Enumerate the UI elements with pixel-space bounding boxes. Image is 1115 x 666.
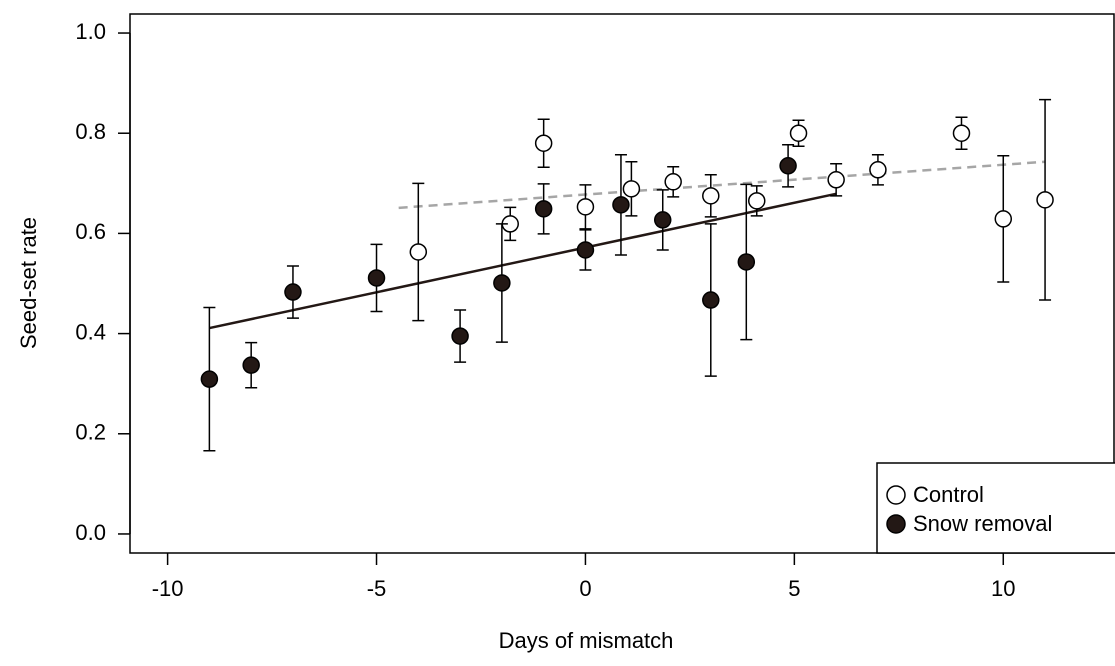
y-tick-label: 0.6 [75, 219, 106, 244]
legend-label: Control [913, 482, 984, 507]
point [612, 196, 630, 214]
point [534, 134, 553, 152]
x-tick-label: -5 [367, 576, 387, 601]
point [242, 356, 260, 374]
y-tick-label: 0.0 [75, 520, 106, 545]
fit-line [209, 192, 837, 330]
point [622, 180, 641, 198]
point [994, 210, 1013, 228]
point [737, 253, 756, 271]
point [493, 274, 511, 292]
point [869, 161, 887, 179]
point [451, 327, 469, 345]
x-tick-label: 10 [991, 576, 1015, 601]
point [789, 124, 808, 142]
y-tick-label: 1.0 [75, 19, 106, 44]
fit-line [398, 160, 1046, 210]
point [284, 283, 302, 301]
point [702, 187, 720, 205]
x-tick-label: 0 [579, 576, 591, 601]
legend-box [876, 462, 1115, 554]
y-axis-title: Seed-set rate [16, 217, 41, 349]
point [367, 269, 386, 287]
y-tick-label: 0.8 [75, 119, 106, 144]
legend-marker [886, 514, 906, 534]
x-axis-title: Days of mismatch [499, 628, 674, 653]
legend-marker [886, 485, 906, 505]
x-tick-label: 5 [788, 576, 800, 601]
point [827, 171, 845, 189]
point [653, 211, 672, 229]
point [1036, 191, 1054, 209]
point [200, 370, 219, 388]
point [664, 173, 682, 191]
point [952, 124, 971, 142]
y-tick-label: 0.4 [75, 319, 106, 344]
y-tick-label: 0.2 [75, 420, 106, 445]
point [409, 243, 428, 261]
point [748, 192, 766, 210]
point [702, 291, 720, 309]
point [576, 241, 595, 259]
point [534, 200, 553, 218]
point [779, 157, 797, 175]
point [576, 198, 595, 216]
legend-label: Snow removal [913, 511, 1052, 536]
x-tick-label: -10 [152, 576, 184, 601]
